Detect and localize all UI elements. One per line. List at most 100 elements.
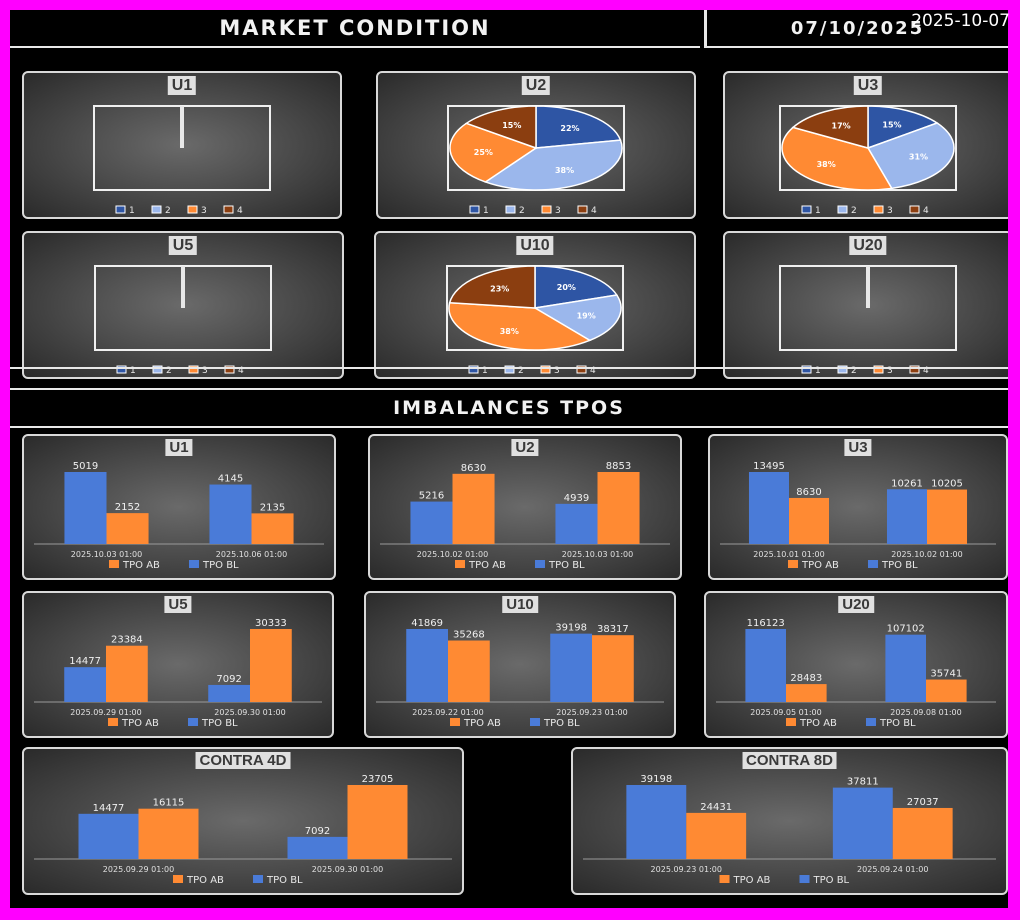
bar-chart-svg: 41869 35268 2025.09.22 01:00 39198 38317 2025…	[376, 618, 664, 729]
legend-swatch-2	[505, 205, 516, 214]
legend-label: TPO BL	[879, 718, 916, 729]
legend-swatch-4	[224, 365, 235, 374]
x-tick-label: 2025.10.01 01:00	[753, 550, 824, 559]
legend-swatch-tpo-ab	[173, 875, 183, 883]
page-title: MARKET CONDITION	[10, 10, 700, 48]
chart-title: CONTRA 8D	[742, 752, 837, 769]
legend-swatch-2	[837, 365, 848, 374]
legend-label-1: 1	[130, 366, 136, 376]
bar-tpo-ab	[686, 812, 747, 859]
legend-label-2: 2	[519, 206, 525, 216]
legend-label-2: 2	[851, 366, 857, 376]
data-label: 107102	[887, 624, 925, 635]
section-title: IMBALANCES TPOS	[10, 388, 1008, 428]
pie-slice-1	[535, 105, 622, 149]
slice-label: 19%	[577, 311, 596, 320]
legend-label: TPO AB	[122, 560, 160, 571]
pie-chart-svg: 1 2 3 4	[94, 265, 272, 376]
pie-slice-4	[464, 105, 537, 150]
bar-tpo-ab	[892, 807, 953, 859]
x-tick-label: 2025.09.29 01:00	[103, 865, 174, 874]
chart-title: U20	[838, 596, 874, 613]
slice-label: 23%	[490, 284, 509, 293]
legend-label: TPO BL	[813, 875, 850, 886]
pie-slice-1	[534, 265, 619, 309]
data-label: 37811	[847, 777, 879, 788]
slice-label: 38%	[500, 327, 519, 336]
data-label: 5216	[419, 491, 444, 502]
chart-title: U3	[853, 76, 883, 95]
slice-label: 38%	[555, 166, 574, 175]
data-label: 8630	[796, 487, 821, 498]
data-label: 23384	[111, 635, 143, 646]
legend-label-3: 3	[887, 366, 893, 376]
bar-tpo-ab	[251, 513, 294, 544]
legend-swatch-tpo-bl	[188, 718, 198, 726]
legend-swatch-3	[873, 365, 884, 374]
legend-swatch-1	[801, 205, 812, 214]
pie-slice-3	[449, 122, 538, 183]
pie-slice-3	[448, 301, 592, 351]
legend-swatch-tpo-bl	[530, 718, 540, 726]
bar-panel-u5: U5 14477 23384 2025.09.29 01:00 7092 30333 202…	[22, 591, 334, 738]
data-label: 8630	[461, 463, 486, 474]
legend-label-4: 4	[923, 366, 929, 376]
data-label: 7092	[216, 674, 241, 685]
pie-chart-svg: 1 2 3 4	[779, 265, 957, 376]
slice-label: 22%	[560, 124, 579, 133]
legend-label-4: 4	[591, 206, 597, 216]
empty-slice-marker	[181, 266, 185, 308]
empty-slice-marker	[180, 106, 184, 148]
pie-slice-2	[532, 294, 622, 342]
data-label: 116123	[747, 618, 785, 629]
legend-swatch-4	[909, 205, 920, 214]
legend-swatch-4	[909, 365, 920, 374]
data-label: 14477	[69, 656, 101, 667]
legend-swatch-3	[187, 205, 198, 214]
legend-swatch-2	[837, 205, 848, 214]
legend-label: TPO BL	[202, 560, 239, 571]
legend-label-3: 3	[201, 206, 207, 216]
data-label: 27037	[907, 797, 939, 808]
data-label: 39198	[555, 623, 587, 634]
bar-tpo-bl	[78, 813, 139, 859]
data-label: 8853	[606, 461, 631, 472]
data-label: 28483	[790, 673, 822, 684]
bar-tpo-bl	[209, 484, 252, 544]
legend-label: TPO AB	[799, 718, 837, 729]
legend-label-2: 2	[166, 366, 172, 376]
legend-swatch-4	[576, 365, 587, 374]
legend-label-1: 1	[483, 206, 489, 216]
legend-swatch-tpo-ab	[108, 718, 118, 726]
slice-label: 17%	[832, 122, 851, 131]
data-label: 24431	[700, 802, 732, 813]
bar-tpo-ab	[347, 785, 408, 859]
legend-swatch-1	[469, 205, 480, 214]
data-label: 35741	[930, 669, 962, 680]
legend-swatch-tpo-ab	[455, 560, 465, 568]
x-tick-label: 2025.10.03 01:00	[71, 550, 142, 559]
legend-swatch-1	[115, 205, 126, 214]
bar-chart-svg: 14477 16115 2025.09.29 01:00 7092 23705 2025.…	[34, 774, 452, 886]
data-label: 5019	[73, 461, 98, 472]
bar-tpo-ab	[926, 679, 967, 702]
legend-swatch-3	[188, 365, 199, 374]
bar-chart-svg: 5216 8630 2025.10.02 01:00 4939 8853 2025.10.…	[380, 461, 670, 571]
legend-swatch-tpo-ab	[450, 718, 460, 726]
chart-title: U3	[844, 439, 872, 456]
legend-swatch-tpo-ab	[786, 718, 796, 726]
data-label: 30333	[255, 618, 287, 629]
x-tick-label: 2025.09.30 01:00	[312, 865, 383, 874]
legend-swatch-1	[116, 365, 127, 374]
bar-chart-svg: 39198 24431 2025.09.23 01:00 37811 27037 2025…	[583, 774, 996, 886]
pie-slice-2	[483, 139, 623, 191]
chart-title: U1	[165, 439, 193, 456]
header-date: 07/10/2025	[704, 10, 1008, 48]
legend-label-3: 3	[202, 366, 208, 376]
section-divider	[10, 367, 1008, 369]
legend-swatch-3	[540, 365, 551, 374]
data-label: 4145	[218, 474, 243, 485]
data-label: 14477	[93, 803, 125, 814]
chart-title: CONTRA 4D	[195, 752, 291, 769]
bar-tpo-bl	[832, 787, 893, 859]
